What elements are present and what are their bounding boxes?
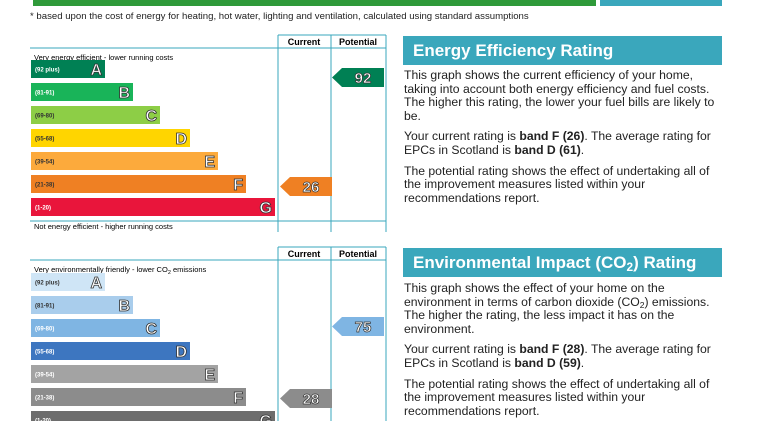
footnote: * based upon the cost of energy for heat… xyxy=(30,11,529,22)
band-letter: E xyxy=(204,367,215,384)
text: ) Rating xyxy=(633,253,697,272)
text: This graph shows the effect of your home… xyxy=(404,281,665,309)
band-letter: B xyxy=(118,298,130,315)
band-range: (39-54) xyxy=(35,160,54,166)
band-range: (1-20) xyxy=(35,419,51,422)
band-letter: D xyxy=(175,344,187,361)
column-header: Potential xyxy=(339,249,377,259)
band-range: (1-20) xyxy=(35,206,51,212)
rating-arrow xyxy=(332,68,384,87)
rating-band xyxy=(31,106,160,124)
band-range: (69-80) xyxy=(35,327,54,333)
section-title: Environmental Impact (CO2) Rating xyxy=(403,248,722,277)
rating-band xyxy=(31,152,218,170)
band-letter: E xyxy=(204,154,215,171)
rating-band xyxy=(31,342,190,360)
rating-value: 92 xyxy=(355,70,372,87)
rating-arrow xyxy=(280,177,332,196)
text: Your current rating is xyxy=(404,129,520,144)
text: band D (59) xyxy=(514,355,581,370)
text: This graph shows the current efficiency … xyxy=(404,68,715,123)
rating-band xyxy=(31,83,133,101)
column-header: Current xyxy=(288,249,321,259)
band-range: (69-80) xyxy=(35,114,54,120)
text: . xyxy=(580,142,585,157)
rating-band xyxy=(31,365,218,383)
band-range: (92 plus) xyxy=(35,68,60,74)
band-letter: F xyxy=(233,390,243,407)
band-range: (21-38) xyxy=(35,183,54,189)
text: . xyxy=(580,355,585,370)
text: Your current rating is xyxy=(404,342,520,357)
scale-label: Very energy efficient - lower running co… xyxy=(34,53,173,62)
column-header: Potential xyxy=(339,37,377,47)
rating-charts: Current Potential Very energy efficient - … xyxy=(30,34,387,422)
top-strip xyxy=(600,0,722,6)
text: 2 xyxy=(626,259,634,274)
section-text: This graph shows the current efficiency … xyxy=(404,68,722,212)
band-letter: D xyxy=(175,131,187,148)
band-letter: C xyxy=(145,108,157,125)
band-range: (81-91) xyxy=(35,91,54,97)
band-range: (92 plus) xyxy=(35,281,60,287)
paragraph: Your current rating is band F (28). The … xyxy=(404,343,722,370)
text: ) emissions. The higher the rating, the … xyxy=(404,294,710,336)
paragraph: The potential rating shows the effect of… xyxy=(404,163,722,206)
band-range: (55-68) xyxy=(35,350,54,356)
rating-value: 28 xyxy=(303,391,320,408)
band-letter: F xyxy=(233,177,243,194)
text: emissions xyxy=(171,265,207,274)
rating-arrow xyxy=(332,317,384,336)
paragraph: This graph shows the current efficiency … xyxy=(404,68,722,123)
band-letter: A xyxy=(90,62,102,79)
rating-band xyxy=(31,198,275,216)
text: band D (61) xyxy=(514,142,581,157)
band-letter: G xyxy=(260,200,272,217)
band-letter: G xyxy=(260,413,272,421)
text: The potential rating shows the effect of… xyxy=(404,376,710,418)
text: Environmental Impact (CO xyxy=(413,253,627,272)
text: . The average rating for EPCs in Scotlan… xyxy=(404,342,711,370)
band-range: (81-91) xyxy=(35,304,54,310)
rating-value: 75 xyxy=(355,319,372,336)
band-letter: B xyxy=(118,85,130,102)
band-letter: A xyxy=(90,275,102,292)
paragraph: This graph shows the effect of your home… xyxy=(404,281,722,336)
top-strip xyxy=(33,0,596,6)
column-header: Current xyxy=(288,37,321,47)
text: The potential rating shows the effect of… xyxy=(404,163,710,205)
rating-band xyxy=(31,175,246,193)
text: Very environmentally friendly - lower CO xyxy=(34,265,168,274)
rating-band xyxy=(31,388,246,406)
text: . The average rating for EPCs in Scotlan… xyxy=(404,129,711,157)
band-range: (21-38) xyxy=(35,396,54,402)
text: band F (28) xyxy=(519,342,585,357)
scale-label: Very environmentally friendly - lower CO… xyxy=(34,265,207,276)
rating-band xyxy=(31,296,133,314)
band-range: (55-68) xyxy=(35,137,54,143)
rating-band xyxy=(31,273,105,291)
band-range: (39-54) xyxy=(35,373,54,379)
section-title: Energy Efficiency Rating xyxy=(403,36,722,65)
band-letter: C xyxy=(145,321,157,338)
rating-value: 26 xyxy=(303,179,320,196)
paragraph: The potential rating shows the effect of… xyxy=(404,376,722,419)
rating-band xyxy=(31,60,105,78)
paragraph: Your current rating is band F (26). The … xyxy=(404,130,722,157)
rating-band xyxy=(31,129,190,147)
section-text: This graph shows the effect of your home… xyxy=(404,281,722,425)
rating-band xyxy=(31,319,160,337)
rating-arrow xyxy=(280,389,332,408)
text: 2 xyxy=(168,270,171,276)
rating-band xyxy=(31,411,275,421)
text: 2 xyxy=(639,299,645,310)
scale-label: Not energy efficient - higher running co… xyxy=(34,222,173,231)
text: band F (26) xyxy=(519,129,585,144)
